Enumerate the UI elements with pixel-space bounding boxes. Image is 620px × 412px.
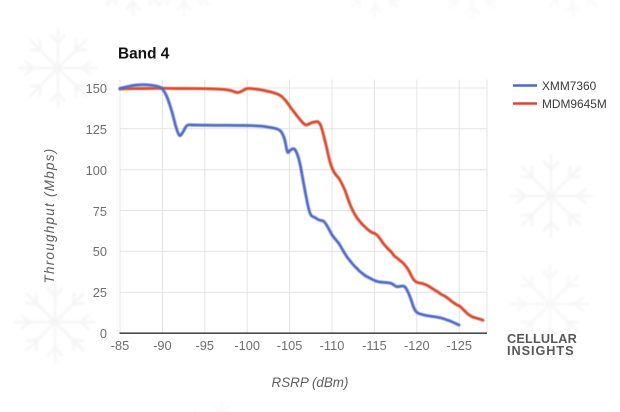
svg-text:125: 125 [86, 122, 107, 137]
svg-text:-120: -120 [404, 338, 430, 353]
svg-text:-110: -110 [320, 338, 345, 353]
svg-text:RSRP (dBm): RSRP (dBm) [272, 375, 349, 390]
svg-text:-100: -100 [234, 338, 260, 353]
svg-text:CELLULAR: CELLULAR [507, 332, 577, 346]
svg-text:-115: -115 [362, 338, 387, 353]
svg-text:150: 150 [86, 81, 107, 96]
svg-text:50: 50 [93, 244, 107, 259]
svg-text:-125: -125 [446, 338, 472, 353]
svg-text:INSIGHTS: INSIGHTS [507, 344, 575, 358]
svg-text:25: 25 [93, 285, 107, 300]
svg-text:-105: -105 [277, 338, 303, 353]
svg-text:XMM7360: XMM7360 [542, 79, 597, 93]
svg-text:-85: -85 [111, 338, 130, 353]
svg-text:-90: -90 [153, 338, 172, 353]
svg-text:-95: -95 [196, 338, 215, 353]
svg-text:Throughput (Mbps): Throughput (Mbps) [42, 148, 57, 284]
svg-text:100: 100 [86, 163, 107, 178]
svg-text:MDM9645M: MDM9645M [542, 97, 607, 111]
svg-text:0: 0 [100, 326, 107, 341]
svg-text:75: 75 [93, 204, 107, 219]
svg-text:Band 4: Band 4 [118, 46, 170, 63]
